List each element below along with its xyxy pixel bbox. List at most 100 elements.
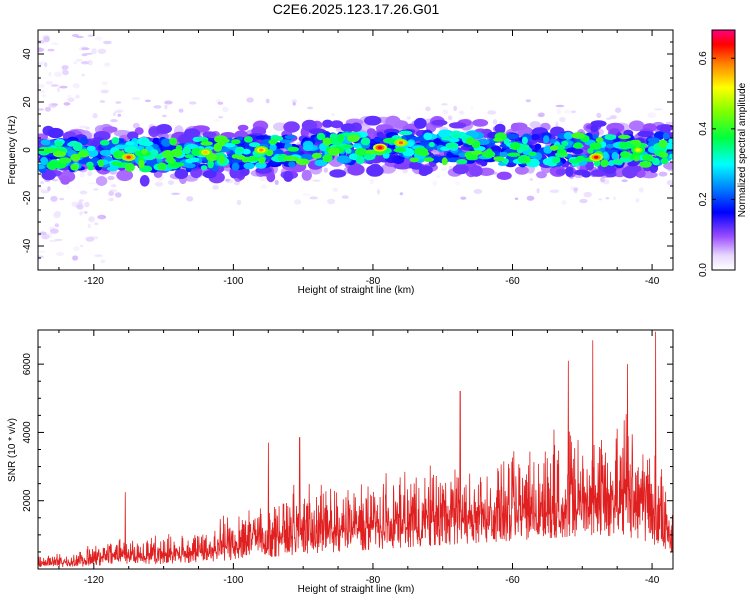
spectrogram-cell (171, 192, 180, 195)
colorbar: 0.0 0.2 0.4 0.6 Normalized spectral amplitu… (698, 29, 748, 277)
spectrogram-cell (583, 191, 592, 198)
spectrogram-cell (332, 187, 338, 192)
spectrogram-cell (54, 238, 63, 242)
snr-series-line (38, 331, 673, 568)
spectrogram-cell (538, 112, 545, 118)
spectrogram-cell (341, 195, 349, 199)
spectrogram-cell (520, 144, 530, 151)
spectrogram-image (38, 33, 673, 264)
top-y-axis-label: Frequency (Hz) (7, 116, 18, 185)
spectrogram-cell (621, 179, 628, 183)
spectrogram-cell (288, 161, 296, 168)
spectrogram-cell (669, 153, 673, 159)
spectrogram-cell (56, 87, 61, 93)
spectrogram-cell (38, 133, 48, 141)
spectrogram-cell (41, 233, 50, 240)
spectrogram-cell (312, 179, 321, 182)
spectrogram-cell (231, 162, 240, 171)
spectrogram-cell (191, 147, 202, 157)
top-x-tick-label: -40 (645, 276, 660, 287)
spectrogram-cell (428, 141, 435, 148)
spectrogram-cell (99, 149, 113, 156)
spectrogram-cell (398, 141, 404, 145)
spectrogram-cell (183, 128, 201, 139)
spectrogram-cell (347, 163, 365, 176)
spectrogram-cell (302, 144, 314, 152)
spectrogram-cell (58, 157, 72, 164)
spectrogram-cell (235, 146, 245, 153)
spectrogram-cell (605, 197, 610, 200)
spectrogram-cell (94, 254, 103, 257)
spectrogram-cell (137, 137, 150, 146)
spectrogram-cell (103, 40, 112, 45)
spectrogram-cell (54, 71, 63, 78)
spectrogram-cell (79, 211, 83, 216)
spectrogram-cell (124, 162, 135, 172)
spectrogram-cell (101, 81, 108, 86)
spectrogram-cell (528, 151, 537, 157)
spectrogram-cell (366, 164, 384, 177)
spectrogram-cell (117, 113, 122, 117)
spectrogram-cell (329, 169, 347, 178)
spectrogram-cell (70, 163, 79, 171)
spectrogram-cell (283, 171, 294, 182)
spectrogram-cell (70, 153, 81, 162)
spectrogram-cell (63, 102, 71, 106)
spectrogram-cell (342, 144, 354, 149)
colorbar-axis: 0.0 0.2 0.4 0.6 (698, 51, 735, 277)
spectrogram-cell (536, 171, 547, 179)
spectrogram-cell (104, 62, 111, 67)
spectrogram-cell (50, 195, 58, 202)
spectrogram-cell (255, 166, 272, 174)
spectrogram-cell (59, 85, 68, 89)
spectrogram-cell (573, 187, 579, 192)
spectrogram-cell (60, 175, 71, 185)
spectrogram-cell (38, 40, 45, 44)
bottom-y-axis: 2000 4000 6000 (22, 346, 673, 553)
spectrogram-cell (589, 142, 602, 150)
spectrogram-cell (425, 106, 431, 112)
spectrogram-cell (43, 148, 58, 154)
spectrogram-cell (446, 151, 454, 159)
spectrogram-cell (164, 104, 168, 110)
spectrogram-cell (46, 161, 58, 170)
spectrogram-cell (383, 137, 397, 144)
top-y-tick-label: 20 (22, 96, 33, 108)
spectrogram-cell (144, 99, 151, 103)
spectrogram-cell (543, 135, 550, 144)
spectrogram-cell (207, 159, 214, 169)
spectrogram-cell (231, 159, 241, 164)
spectrogram-cell (309, 196, 318, 200)
spectrogram-cell (329, 133, 338, 141)
spectrogram-cell (81, 73, 85, 77)
top-y-tick-label: -20 (22, 190, 33, 205)
spectrogram-cell (164, 100, 173, 105)
spectrogram-cell (440, 167, 448, 172)
spectrogram-cell (418, 151, 430, 157)
spectrogram-cell (453, 105, 458, 111)
bottom-y-tick-label: 2000 (22, 489, 33, 512)
spectrogram-cell (225, 178, 231, 182)
spectrogram-cell (647, 112, 657, 119)
spectrogram-cell (590, 169, 607, 177)
colorbar-label: Normalized spectral amplitude (737, 82, 748, 217)
spectrogram-cell (236, 199, 242, 206)
top-y-axis: -40 -20 0 20 40 (22, 41, 673, 259)
spectrogram-cell (598, 198, 602, 201)
spectrogram-cell (174, 168, 189, 179)
spectrogram-cell (618, 141, 628, 149)
spectrogram-cell (182, 146, 191, 155)
spectrogram-cell (628, 120, 645, 132)
spectrogram-cell (59, 197, 65, 201)
spectrogram-cell (316, 132, 326, 141)
spectrogram-cell (53, 150, 66, 158)
spectrogram-cell (218, 116, 224, 119)
spectrogram-cell (203, 150, 208, 154)
spectrogram-cell (189, 101, 197, 105)
spectrogram-cell (596, 112, 602, 118)
spectrogram-cell (505, 133, 520, 140)
top-x-tick-label: -100 (223, 276, 243, 287)
spectrogram-cell (274, 179, 279, 185)
spectrogram-cell (555, 104, 565, 108)
spectrogram-cell (603, 166, 617, 174)
